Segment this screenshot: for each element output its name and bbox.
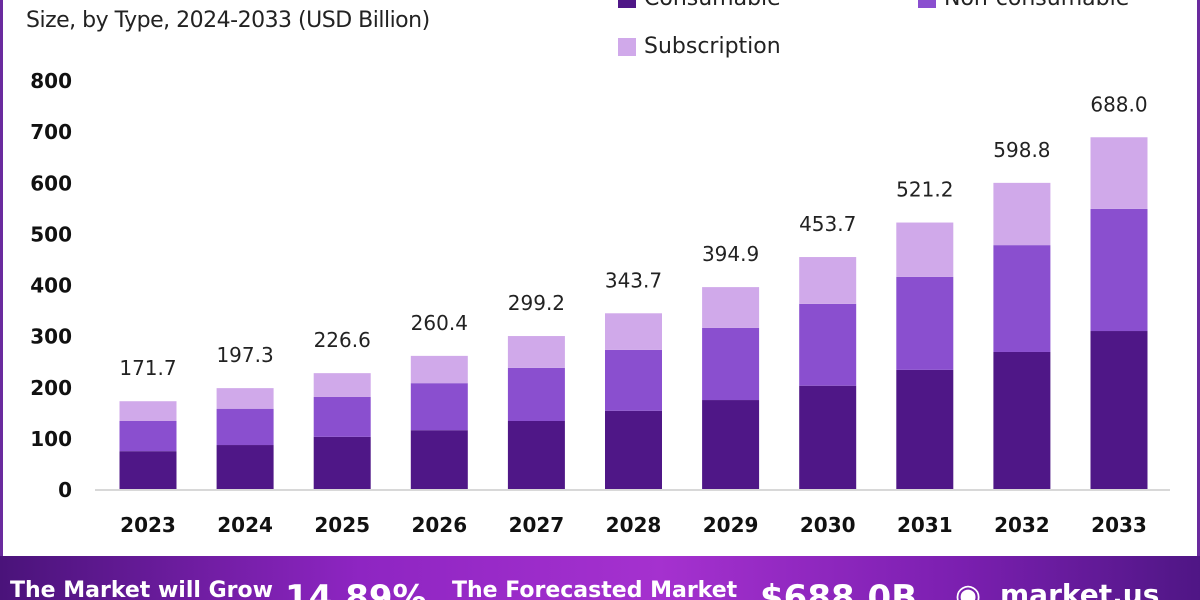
- x-tick-label: 2025: [314, 513, 370, 537]
- bar-segment-non-consumable: [216, 408, 274, 446]
- legend-swatch: [618, 0, 636, 8]
- bar-segment-consumable: [507, 421, 565, 489]
- bar-segment-consumable: [702, 400, 760, 489]
- data-label: 299.2: [508, 291, 565, 315]
- data-label: 197.3: [216, 343, 273, 367]
- data-label: 598.8: [993, 138, 1050, 162]
- bar-segment-subscription: [1090, 137, 1148, 209]
- stacked-bar-chart: 0 100 200 300 400 500 600 700 800 171.7 2023 197.3 2…: [30, 69, 1170, 537]
- data-label: 453.7: [799, 212, 856, 236]
- legend-label: Non-consumable: [944, 0, 1129, 11]
- bar-segment-consumable: [313, 436, 371, 489]
- data-label: 394.9: [702, 242, 759, 266]
- data-label: 260.4: [411, 311, 468, 335]
- forecast-value: $688.0B: [760, 578, 918, 600]
- footer-banner: The Market will Grow 14.89% The Forecast…: [0, 556, 1200, 600]
- legend-swatch: [618, 37, 636, 56]
- y-tick-label: 300: [30, 325, 72, 349]
- y-tick-label: 500: [30, 222, 72, 246]
- data-label: 226.6: [314, 328, 371, 352]
- y-tick-label: 800: [30, 69, 72, 93]
- bar-segment-consumable: [1090, 331, 1148, 489]
- bar-segment-non-consumable: [313, 396, 371, 437]
- x-tick-label: 2033: [1091, 513, 1147, 537]
- legend-swatch: [918, 0, 936, 8]
- bar-segment-non-consumable: [605, 349, 662, 411]
- grow-label: The Market will Grow: [10, 578, 273, 600]
- forecast-label: The Forecasted Market: [452, 578, 738, 600]
- bar-segment-consumable: [896, 369, 954, 489]
- bar-segment-consumable: [605, 410, 662, 489]
- data-label: 688.0: [1090, 92, 1147, 116]
- y-tick-label: 600: [30, 171, 72, 195]
- legend-label: Subscription: [644, 34, 781, 59]
- y-tick-label: 0: [58, 478, 72, 502]
- legend-consumable: Consumable: [618, 0, 781, 11]
- brand-name: market.us: [1000, 578, 1160, 600]
- bar-segment-non-consumable: [702, 327, 760, 401]
- bar-segment-subscription: [993, 182, 1051, 246]
- data-label: 343.7: [605, 268, 662, 292]
- x-tick-label: 2026: [411, 513, 467, 537]
- brand-logo-icon: ◉: [955, 578, 982, 600]
- bar-segment-non-consumable: [799, 303, 857, 386]
- bar-segment-subscription: [896, 222, 954, 277]
- bar-segment-consumable: [119, 451, 177, 489]
- bar-segment-subscription: [605, 313, 662, 350]
- y-tick-label: 100: [30, 427, 72, 451]
- bar-segment-non-consumable: [410, 383, 468, 431]
- data-label: 521.2: [896, 178, 953, 202]
- x-tick-label: 2024: [217, 513, 273, 537]
- y-tick-label: 200: [30, 376, 72, 400]
- bar-segment-non-consumable: [993, 245, 1051, 352]
- bar-segment-subscription: [313, 373, 371, 397]
- bar-segment-non-consumable: [507, 367, 565, 422]
- bar-segment-subscription: [799, 257, 857, 304]
- x-tick-label: 2032: [994, 513, 1050, 537]
- data-label: 171.7: [119, 356, 176, 380]
- chart-subtitle: Size, by Type, 2024-2033 (USD Billion): [26, 8, 430, 33]
- legend-non-consumable: Non-consumable: [918, 0, 1129, 11]
- legend-subscription: Subscription: [618, 34, 781, 59]
- x-tick-label: 2028: [606, 513, 662, 537]
- x-tick-label: 2030: [800, 513, 856, 537]
- bar-segment-non-consumable: [119, 421, 177, 452]
- bar-segment-consumable: [993, 351, 1051, 489]
- bar-segment-subscription: [507, 336, 565, 368]
- y-tick-label: 700: [30, 120, 72, 144]
- cagr-value: 14.89%: [285, 578, 427, 600]
- x-tick-label: 2023: [120, 513, 176, 537]
- x-tick-label: 2027: [509, 513, 565, 537]
- bar-segment-subscription: [410, 355, 468, 384]
- y-tick-label: 400: [30, 274, 72, 298]
- x-tick-label: 2031: [897, 513, 953, 537]
- chart-frame: [0, 0, 1200, 556]
- bar-segment-non-consumable: [896, 276, 954, 370]
- bar-segment-consumable: [410, 430, 468, 489]
- bar-segment-subscription: [119, 401, 177, 422]
- bar-segment-consumable: [216, 445, 274, 489]
- legend-label: Consumable: [644, 0, 781, 11]
- bar-segment-subscription: [702, 287, 760, 328]
- bar-segment-consumable: [799, 385, 857, 489]
- bar-segment-non-consumable: [1090, 208, 1148, 332]
- bar-segment-subscription: [216, 388, 274, 409]
- x-tick-label: 2029: [703, 513, 759, 537]
